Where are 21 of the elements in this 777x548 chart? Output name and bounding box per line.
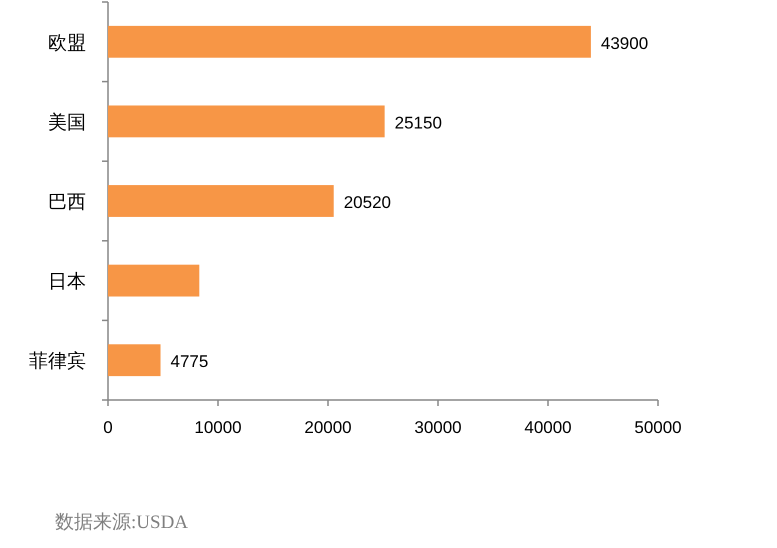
y-tick-label: 欧盟: [48, 32, 86, 54]
data-label: 43900: [600, 34, 648, 53]
x-tick-label: 30000: [414, 418, 462, 437]
x-tick-label: 50000: [634, 418, 682, 437]
y-tick-label: 巴西: [48, 192, 86, 213]
y-tick-label: 美国: [48, 111, 86, 134]
bar: [108, 344, 161, 376]
y-tick-label: 菲律宾: [29, 350, 86, 372]
data-label: 4775: [170, 352, 208, 372]
source-note: 数据来源:USDA: [55, 512, 188, 533]
x-tick-label: 10000: [194, 418, 242, 437]
data-label: 25150: [394, 113, 442, 132]
bar: [108, 105, 385, 138]
bar: [108, 264, 200, 297]
y-tick-label: 日本: [48, 272, 86, 293]
x-tick-label: 20000: [304, 418, 352, 437]
x-tick-label: 0: [103, 418, 113, 437]
data-label: 20520: [344, 193, 391, 212]
bar: [108, 26, 591, 58]
x-tick-label: 40000: [524, 418, 572, 437]
bar: [108, 185, 334, 217]
